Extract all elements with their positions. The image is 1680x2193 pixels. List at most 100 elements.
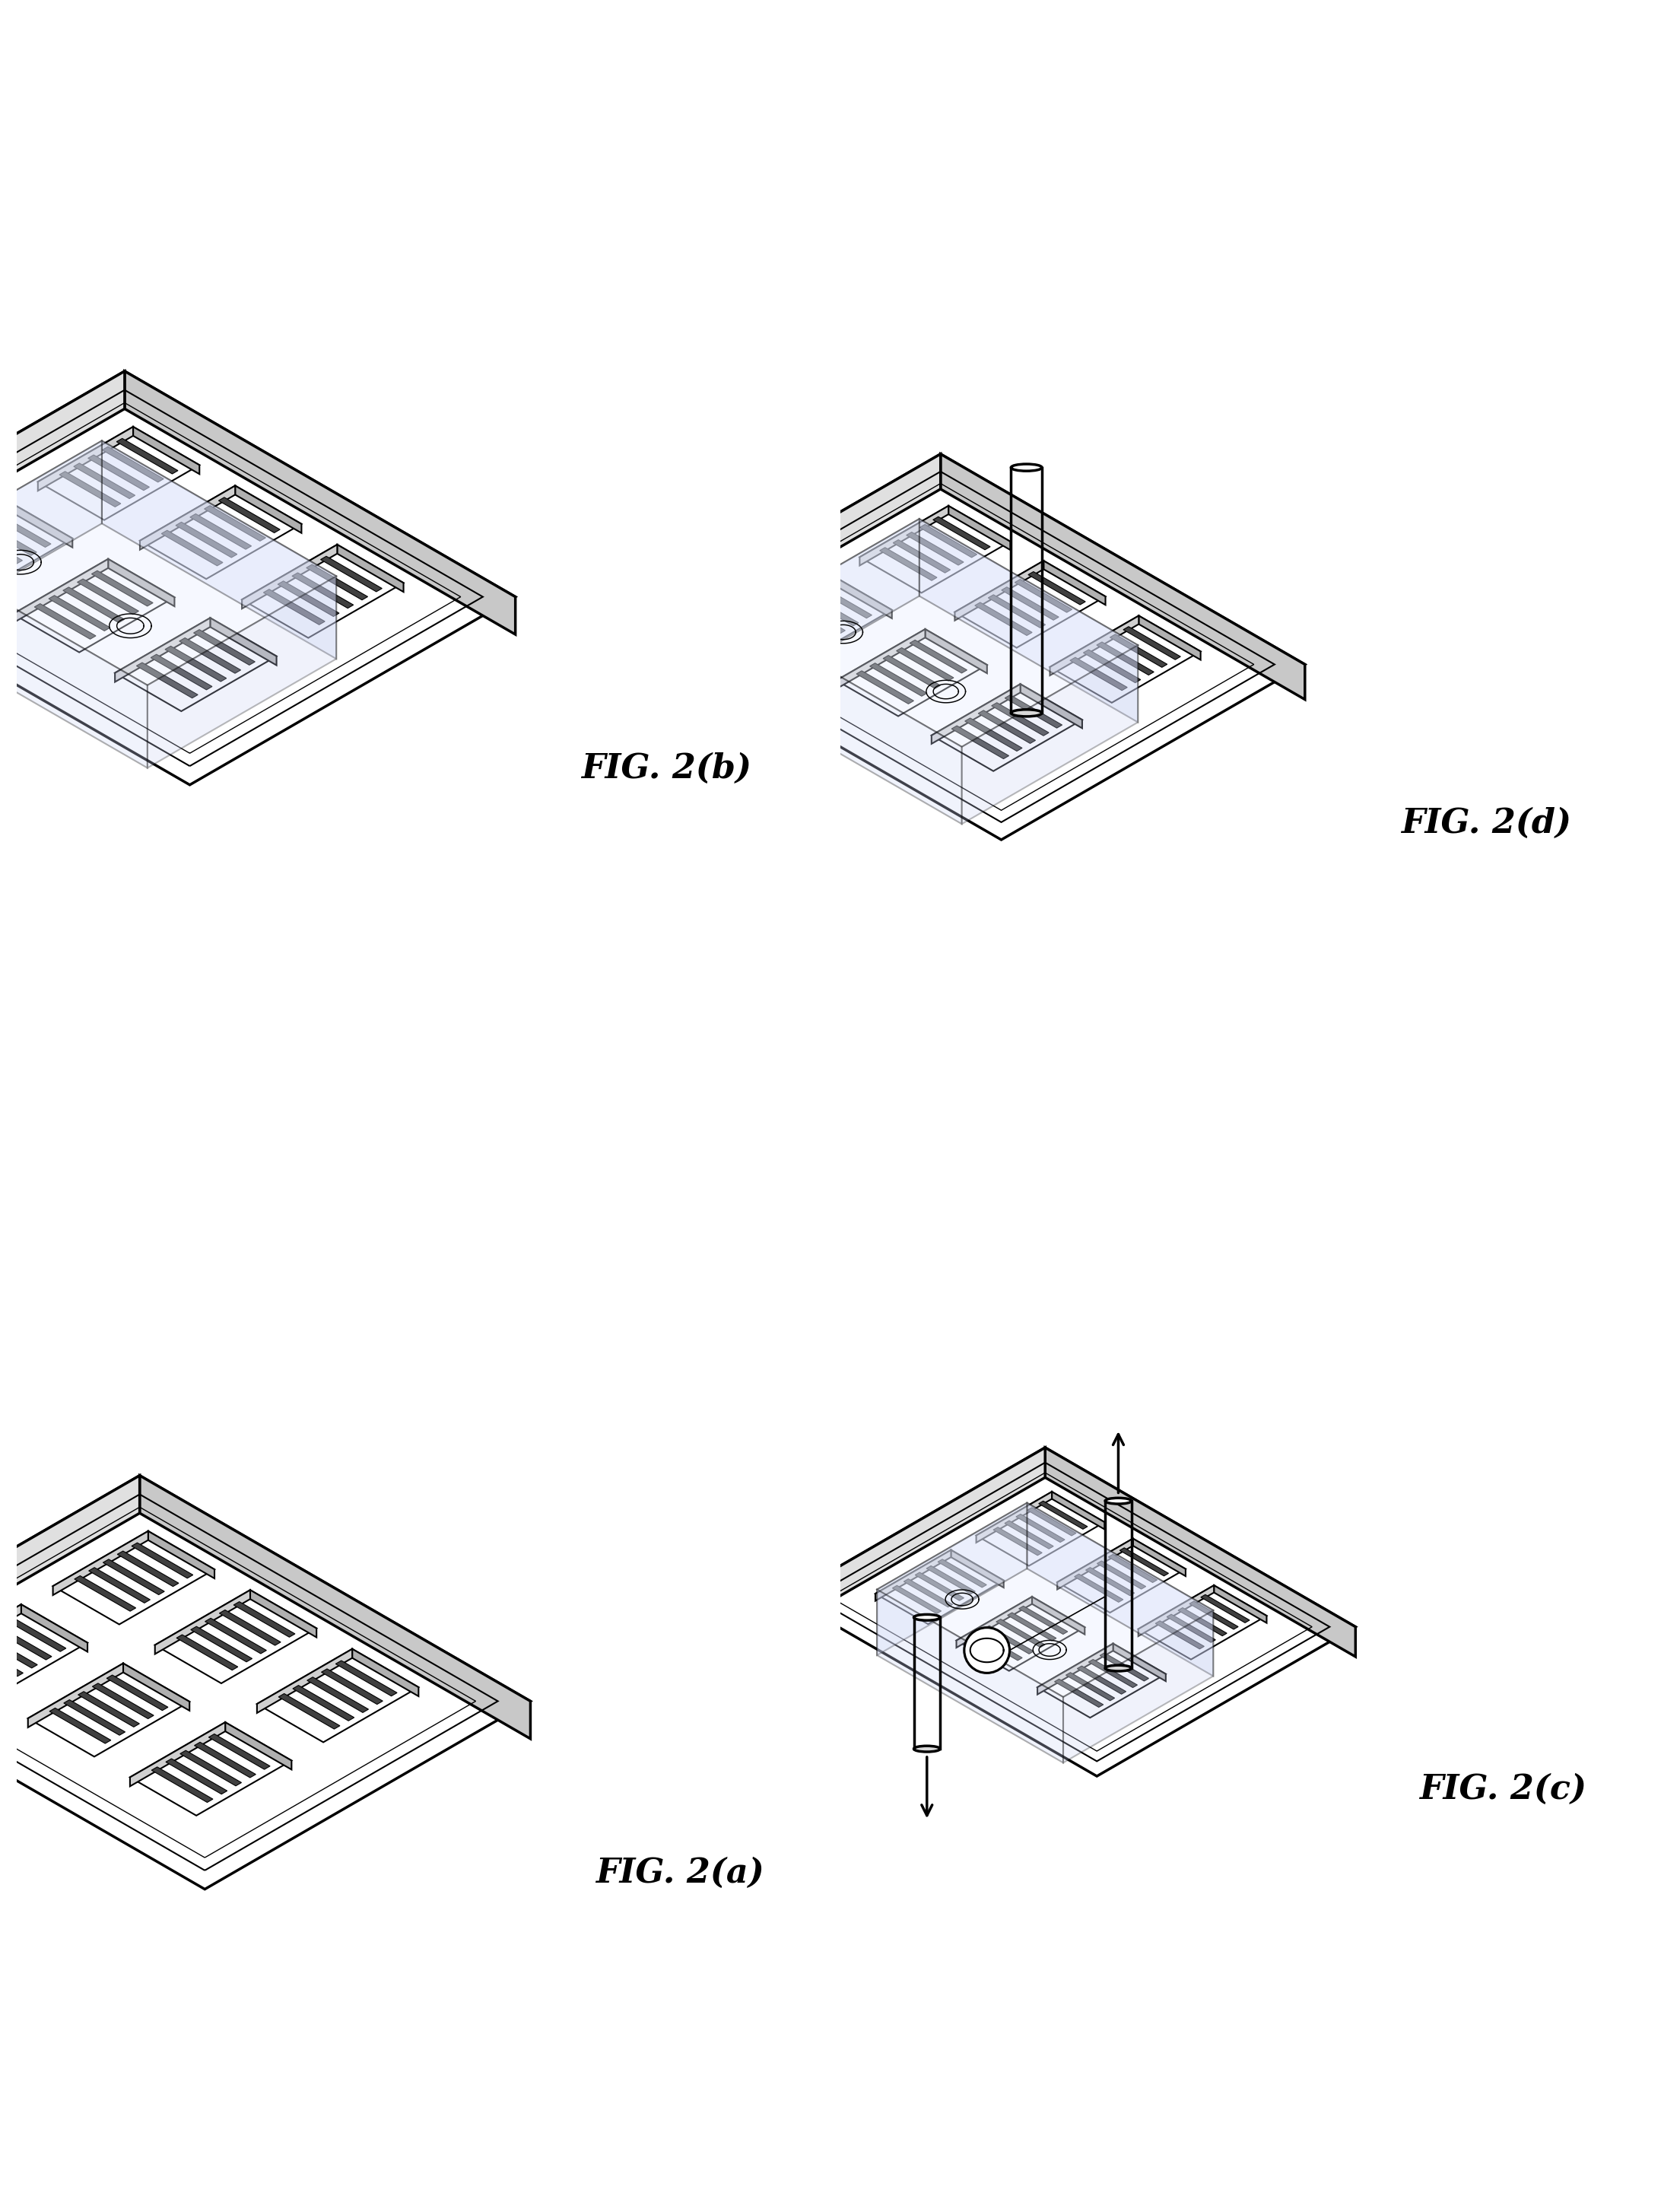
Polygon shape (956, 1597, 1085, 1671)
Polygon shape (774, 607, 832, 640)
Polygon shape (92, 1684, 155, 1719)
Polygon shape (0, 511, 50, 548)
Polygon shape (307, 1678, 368, 1713)
Polygon shape (0, 500, 7, 564)
Polygon shape (235, 485, 301, 533)
Polygon shape (1201, 1594, 1250, 1623)
Polygon shape (786, 1447, 1356, 1776)
Polygon shape (743, 520, 919, 697)
Polygon shape (89, 1568, 150, 1603)
Polygon shape (0, 441, 102, 632)
Polygon shape (951, 1550, 1003, 1588)
Polygon shape (1215, 1586, 1267, 1623)
Polygon shape (877, 1502, 1213, 1697)
Polygon shape (1097, 643, 1154, 675)
Polygon shape (1018, 1605, 1068, 1634)
Polygon shape (166, 1759, 227, 1794)
Polygon shape (875, 1550, 1003, 1625)
Polygon shape (242, 544, 338, 610)
Ellipse shape (914, 1746, 941, 1752)
Polygon shape (931, 684, 1082, 772)
Polygon shape (148, 577, 336, 768)
Polygon shape (242, 544, 403, 638)
Polygon shape (1065, 1673, 1114, 1702)
Polygon shape (741, 575, 892, 662)
Polygon shape (954, 561, 1105, 647)
Polygon shape (133, 428, 200, 474)
Polygon shape (988, 594, 1045, 627)
Polygon shape (1057, 1539, 1186, 1612)
Polygon shape (114, 618, 210, 682)
Polygon shape (321, 557, 381, 592)
Polygon shape (1050, 616, 1139, 675)
Polygon shape (1139, 616, 1201, 660)
Polygon shape (338, 544, 403, 592)
Polygon shape (0, 520, 37, 555)
Ellipse shape (1105, 1664, 1131, 1671)
Polygon shape (860, 507, 949, 566)
Polygon shape (976, 1491, 1052, 1542)
Polygon shape (0, 537, 8, 572)
Polygon shape (1038, 1643, 1166, 1717)
Ellipse shape (786, 649, 816, 658)
Polygon shape (108, 559, 175, 605)
Polygon shape (195, 1741, 255, 1779)
Polygon shape (870, 662, 927, 695)
Polygon shape (102, 1559, 165, 1594)
Polygon shape (62, 588, 124, 623)
Polygon shape (976, 1491, 1104, 1566)
Polygon shape (148, 1531, 215, 1579)
Polygon shape (1015, 579, 1072, 612)
Polygon shape (877, 1502, 1026, 1656)
Polygon shape (897, 647, 954, 680)
Polygon shape (74, 463, 134, 498)
Polygon shape (180, 1750, 242, 1785)
Polygon shape (87, 454, 150, 491)
Polygon shape (1178, 1607, 1226, 1636)
Polygon shape (837, 629, 926, 689)
Polygon shape (0, 1640, 24, 1675)
Polygon shape (0, 500, 72, 594)
Polygon shape (1005, 1520, 1053, 1548)
Polygon shape (292, 1686, 354, 1722)
Polygon shape (257, 1649, 418, 1741)
Polygon shape (1139, 1586, 1215, 1636)
Polygon shape (77, 579, 139, 614)
Polygon shape (54, 1531, 215, 1625)
Polygon shape (1016, 1513, 1065, 1542)
Polygon shape (39, 428, 200, 520)
Text: FIG. 2(b): FIG. 2(b) (581, 752, 751, 785)
Polygon shape (1032, 1597, 1085, 1634)
Polygon shape (192, 1627, 252, 1662)
Polygon shape (1077, 1667, 1126, 1695)
Polygon shape (1189, 1601, 1238, 1629)
Polygon shape (234, 1601, 296, 1638)
Polygon shape (220, 1610, 281, 1645)
Polygon shape (114, 618, 277, 711)
Polygon shape (1074, 1575, 1124, 1603)
Text: FIG. 2(c): FIG. 2(c) (1420, 1774, 1586, 1807)
Polygon shape (139, 485, 301, 579)
Ellipse shape (786, 825, 816, 831)
Polygon shape (0, 1632, 37, 1669)
Polygon shape (1109, 1555, 1158, 1583)
Polygon shape (139, 1476, 531, 1739)
Polygon shape (279, 1693, 339, 1728)
Polygon shape (102, 441, 336, 658)
Polygon shape (136, 662, 198, 697)
Polygon shape (931, 684, 1020, 743)
Polygon shape (218, 498, 281, 533)
Polygon shape (54, 1531, 148, 1594)
Polygon shape (13, 559, 175, 651)
Polygon shape (1045, 1447, 1356, 1656)
Polygon shape (264, 590, 324, 625)
Ellipse shape (914, 1614, 941, 1621)
Polygon shape (857, 671, 914, 704)
Polygon shape (815, 586, 872, 618)
Polygon shape (926, 1566, 976, 1594)
Polygon shape (1057, 1539, 1132, 1590)
Polygon shape (59, 471, 121, 507)
Polygon shape (5, 1616, 66, 1651)
Polygon shape (306, 564, 368, 601)
Polygon shape (743, 621, 963, 825)
